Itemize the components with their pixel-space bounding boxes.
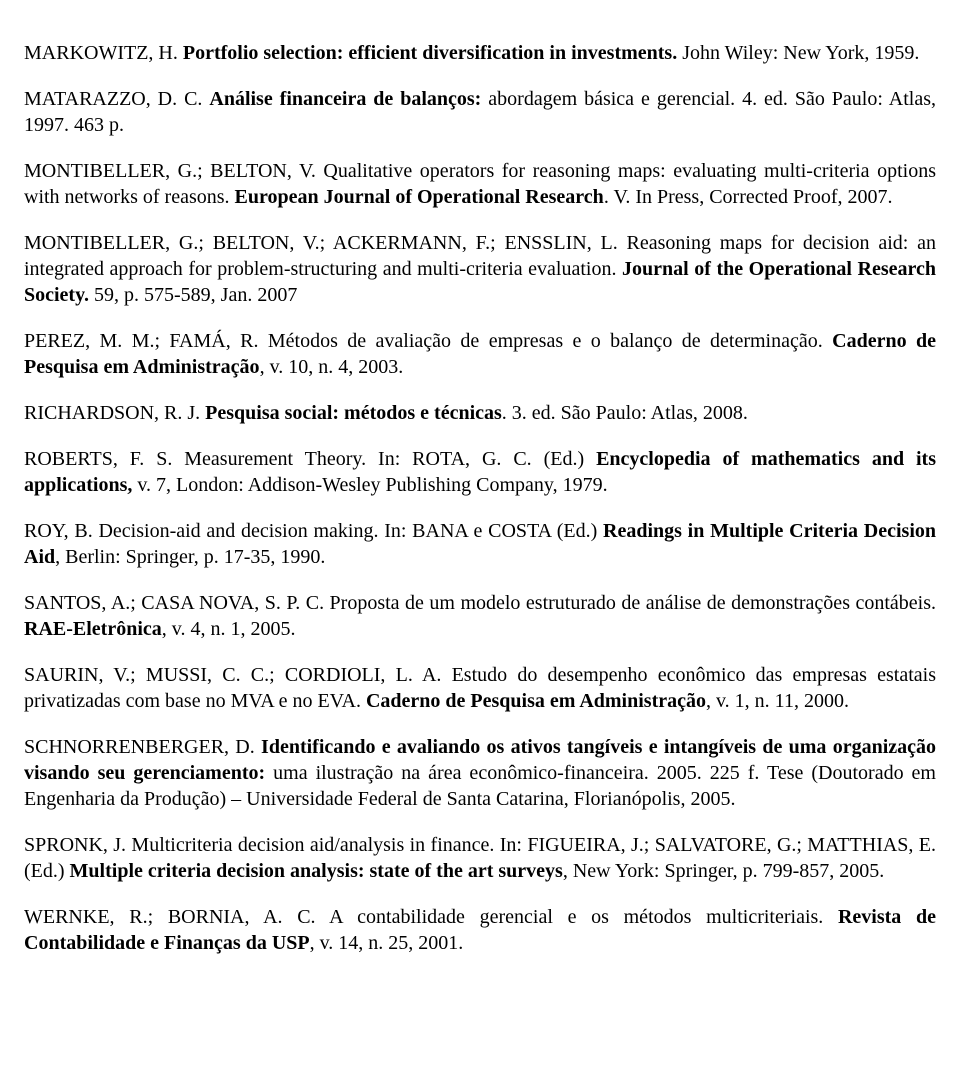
reference-entry: MATARAZZO, D. C. Análise financeira de b… bbox=[24, 86, 936, 138]
reference-entry: RICHARDSON, R. J. Pesquisa social: métod… bbox=[24, 400, 936, 426]
reference-entry: MONTIBELLER, G.; BELTON, V.; ACKERMANN, … bbox=[24, 230, 936, 308]
references-container: MARKOWITZ, H. Portfolio selection: effic… bbox=[24, 40, 936, 956]
reference-entry: ROBERTS, F. S. Measurement Theory. In: R… bbox=[24, 446, 936, 498]
reference-entry: SPRONK, J. Multicriteria decision aid/an… bbox=[24, 832, 936, 884]
reference-entry: SCHNORRENBERGER, D. Identificando e aval… bbox=[24, 734, 936, 812]
reference-entry: MONTIBELLER, G.; BELTON, V. Qualitative … bbox=[24, 158, 936, 210]
reference-entry: SAURIN, V.; MUSSI, C. C.; CORDIOLI, L. A… bbox=[24, 662, 936, 714]
reference-entry: PEREZ, M. M.; FAMÁ, R. Métodos de avalia… bbox=[24, 328, 936, 380]
reference-entry: MARKOWITZ, H. Portfolio selection: effic… bbox=[24, 40, 936, 66]
reference-entry: ROY, B. Decision-aid and decision making… bbox=[24, 518, 936, 570]
reference-entry: WERNKE, R.; BORNIA, A. C. A contabilidad… bbox=[24, 904, 936, 956]
reference-entry: SANTOS, A.; CASA NOVA, S. P. C. Proposta… bbox=[24, 590, 936, 642]
